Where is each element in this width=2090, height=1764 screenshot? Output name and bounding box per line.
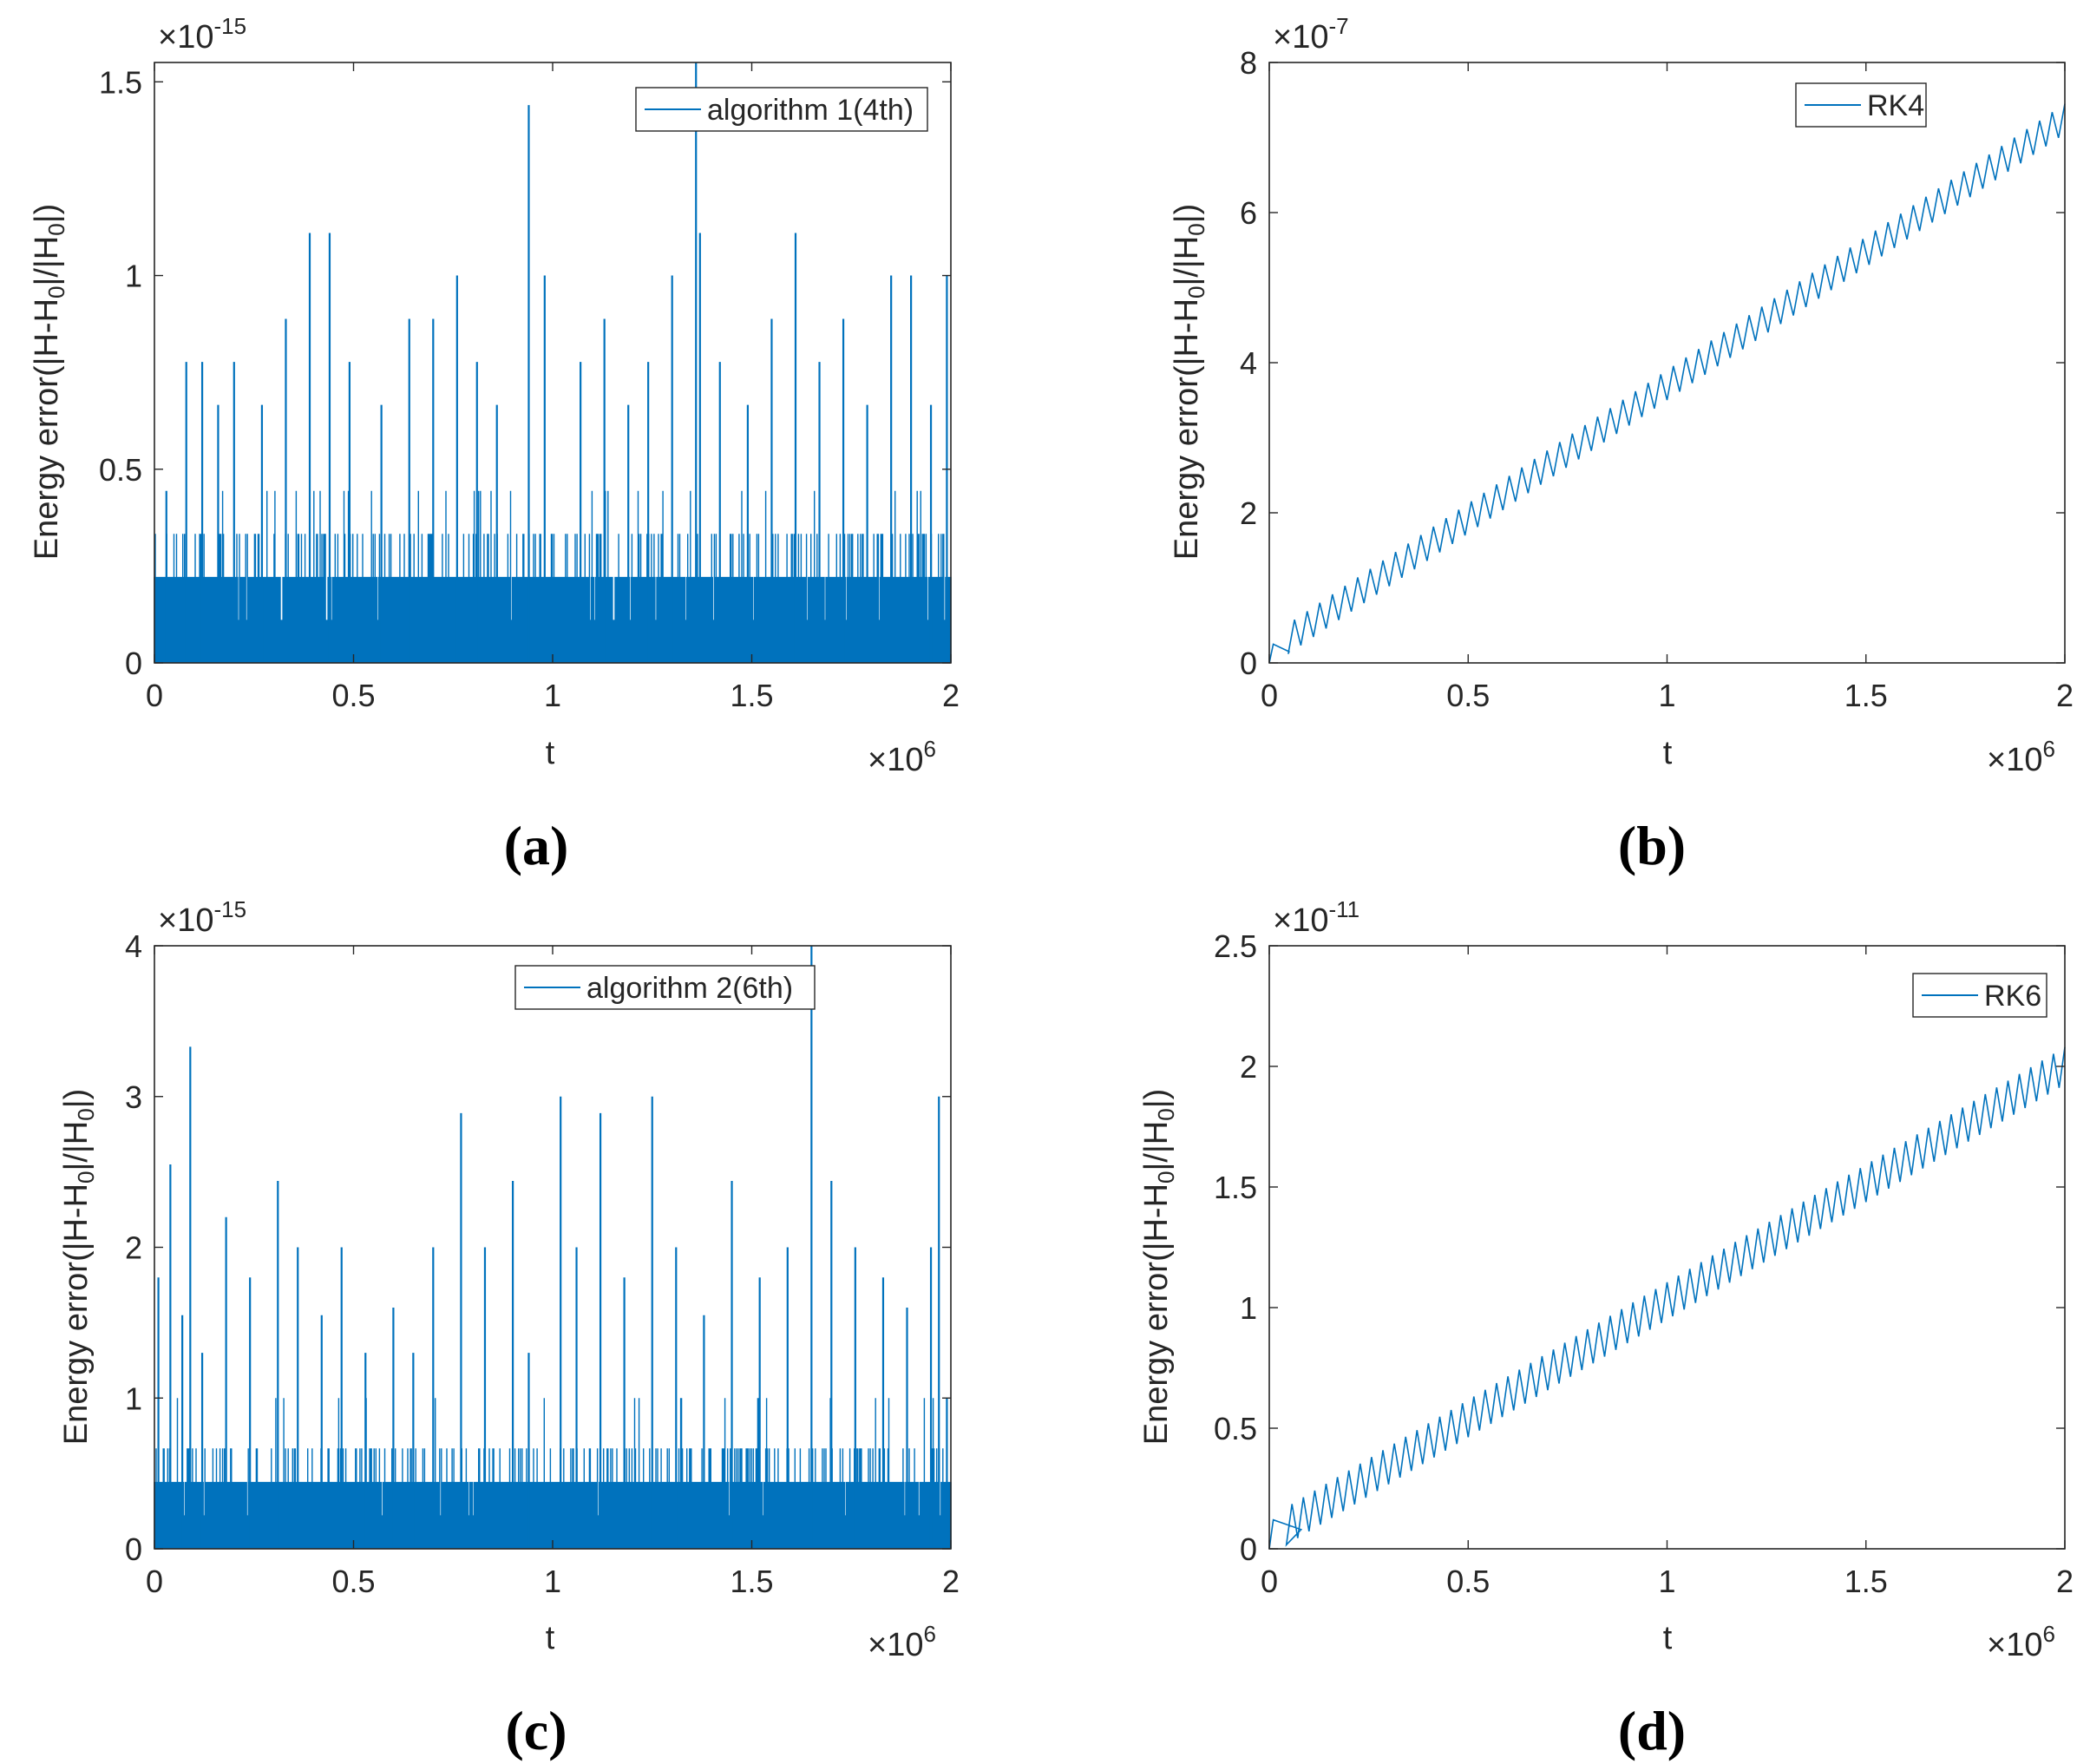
- legend-c: algorithm 2(6th): [514, 965, 816, 1010]
- x-tick-label-c-4: 2: [942, 1564, 960, 1599]
- y-axis-label-b: Energy error(|H-H0|/|H0|): [1169, 204, 1209, 560]
- y-tick-label-d-1: 0.5: [1214, 1411, 1257, 1446]
- x-tick-label-c-1: 0.5: [331, 1564, 375, 1599]
- plot-area-b: 0 0.5 1 1.5 2 0 2 4 6 8 RK4: [1240, 45, 2074, 713]
- y-tick-label-b-0: 0: [1240, 646, 1257, 681]
- panel-d: 0 0.5 1 1.5 2 0 0.5 1 1.5 2 2.5 RK6 t Energy error(…: [1138, 896, 2074, 1761]
- y-tick-label-d-5: 2.5: [1214, 928, 1257, 964]
- series-b: [1268, 103, 2066, 664]
- y-tick-label-d-3: 1.5: [1214, 1170, 1257, 1205]
- plot-area-a: 0 0.5 1 1.5 2 0 0.5 1 1.5 algorithm 1(4th): [99, 62, 960, 713]
- plot-area-d: 0 0.5 1 1.5 2 0 0.5 1 1.5 2 2.5 RK6: [1214, 928, 2074, 1599]
- y-tick-label-a-3: 1.5: [99, 64, 142, 100]
- x-tick-label-b-3: 1.5: [1844, 678, 1888, 713]
- x-tick-label-a-1: 0.5: [331, 678, 375, 713]
- y-tick-label-c-1: 1: [125, 1380, 142, 1416]
- plot-area-c: 0 0.5 1 1.5 2 0 1 2 3 4 algorithm 2(6th): [125, 928, 960, 1599]
- y-tick-label-b-4: 8: [1240, 45, 1257, 81]
- x-tick-label-a-0: 0: [146, 678, 163, 713]
- y-tick-label-b-2: 4: [1240, 345, 1257, 381]
- y-tick-label-a-2: 1: [125, 259, 142, 294]
- y-tick-label-c-0: 0: [125, 1531, 142, 1567]
- x-tick-label-d-4: 2: [2056, 1564, 2074, 1599]
- x-tick-label-b-4: 2: [2056, 678, 2074, 713]
- x-tick-label-d-1: 0.5: [1446, 1564, 1490, 1599]
- y-tick-label-d-0: 0: [1240, 1531, 1257, 1567]
- legend-d: RK6: [1912, 973, 2047, 1018]
- x-tick-label-d-2: 1: [1658, 1564, 1675, 1599]
- x-tick-label-b-0: 0: [1261, 678, 1278, 713]
- series-line-b: [1268, 103, 2066, 664]
- x-tick-label-d-0: 0: [1261, 1564, 1278, 1599]
- x-tick-label-b-1: 0.5: [1446, 678, 1490, 713]
- x-tick-label-d-3: 1.5: [1844, 1564, 1888, 1599]
- y-tick-label-c-4: 4: [125, 928, 142, 964]
- y-tick-label-a-0: 0: [125, 646, 142, 681]
- series-d: [1268, 1046, 2066, 1550]
- x-axis-label-a: t: [546, 735, 555, 771]
- x-tick-label-c-3: 1.5: [730, 1564, 773, 1599]
- y-axis-label-c: Energy error(|H-H0|/|H0|): [58, 1089, 99, 1445]
- x-axis-label-c: t: [546, 1620, 555, 1656]
- y-tick-label-d-4: 2: [1240, 1049, 1257, 1085]
- panel-label-b: (b): [1618, 815, 1686, 876]
- panel-b: 0 0.5 1 1.5 2 0 2 4 6 8 RK4 t Energy error(|H-H0|/…: [1169, 13, 2074, 876]
- series-c: [154, 946, 952, 1549]
- x-tick-label-b-2: 1: [1658, 678, 1675, 713]
- legend-label-b: RK4: [1867, 89, 1924, 122]
- legend-label-d: RK6: [1984, 980, 2041, 1013]
- y-axis-label-d: Energy error(|H-H0|/|H0|): [1138, 1089, 1179, 1445]
- x-axis-label-b: t: [1663, 735, 1673, 771]
- y-tick-label-d-2: 1: [1240, 1290, 1257, 1326]
- legend-label-a: algorithm 1(4th): [707, 94, 914, 127]
- x-tick-label-a-2: 1: [544, 678, 561, 713]
- y-tick-label-b-1: 2: [1240, 495, 1257, 531]
- panel-label-d: (d): [1618, 1700, 1686, 1761]
- panel-label-c: (c): [505, 1700, 567, 1761]
- legend-label-c: algorithm 2(6th): [586, 972, 793, 1005]
- legend-b: RK4: [1795, 82, 1927, 128]
- series-line-d: [1268, 1046, 2066, 1550]
- x-tick-label-c-0: 0: [146, 1564, 163, 1599]
- x-tick-label-a-3: 1.5: [730, 678, 773, 713]
- y-tick-label-c-3: 3: [125, 1079, 142, 1115]
- series-a: [154, 62, 952, 663]
- y-tick-label-c-2: 2: [125, 1230, 142, 1266]
- y-axis-label-a: Energy error(|H-H0|/|H0|): [29, 204, 69, 560]
- y-tick-label-b-3: 6: [1240, 195, 1257, 231]
- panel-c: 0 0.5 1 1.5 2 0 1 2 3 4 algorithm 2(6th) t Energy …: [58, 896, 960, 1761]
- x-tick-label-c-2: 1: [544, 1564, 561, 1599]
- x-tick-label-a-4: 2: [942, 678, 960, 713]
- panel-label-a: (a): [504, 815, 569, 876]
- y-tick-label-a-1: 0.5: [99, 452, 142, 488]
- panel-a: 0 0.5 1 1.5 2 0 0.5 1 1.5 algorithm 1(4th) t Ener…: [29, 13, 960, 876]
- x-axis-label-d: t: [1663, 1620, 1673, 1656]
- legend-a: algorithm 1(4th): [635, 87, 928, 132]
